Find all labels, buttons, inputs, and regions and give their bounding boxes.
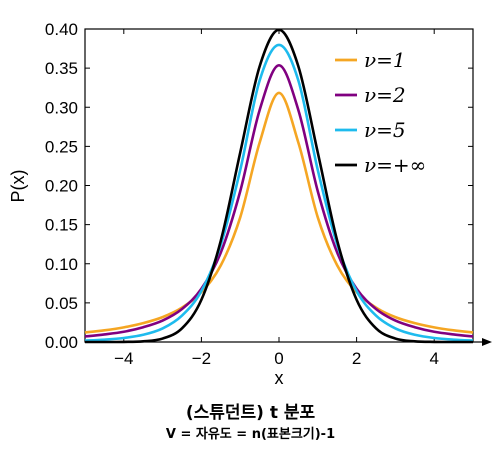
x-tick-label: 0 [274, 349, 283, 368]
y-tick-label: 0.20 [45, 177, 78, 196]
y-tick-label: 0.05 [45, 294, 78, 313]
plot-frame [84, 28, 474, 343]
x-tick-label: 4 [429, 349, 438, 368]
legend: ν=1 ν=2 ν=5 ν=+∞ [335, 48, 426, 177]
y-tick-label: 0.10 [45, 255, 78, 274]
x-axis-arrowhead [482, 338, 492, 346]
y-tick-label: 0.40 [45, 20, 78, 39]
series-line-4 [84, 28, 474, 344]
y-tick-label: 0.30 [45, 98, 78, 117]
x-axis-label: x [275, 368, 284, 388]
y-tick-label: 0.15 [45, 216, 78, 235]
chart-title: (스튜던트) t 분포 [185, 403, 316, 423]
series-line-1 [84, 91, 474, 334]
legend-label: ν=5 [364, 118, 406, 142]
legend-label: ν=2 [364, 83, 406, 107]
plot-area [84, 28, 474, 344]
y-axis-label: P(x) [8, 170, 28, 203]
x-tick-label: −2 [192, 349, 211, 368]
legend-label: ν=+∞ [364, 153, 426, 177]
x-tick-label: 2 [352, 349, 361, 368]
series-line-2 [84, 64, 474, 338]
y-tick-label: 0.25 [45, 137, 78, 156]
legend-label: ν=1 [364, 48, 406, 72]
series-line-3 [84, 43, 474, 342]
chart-subtitle: V = 자유도 = n(표본크기)-1 [165, 427, 336, 442]
y-tick-label: 0.00 [45, 333, 78, 352]
y-tick-label: 0.35 [45, 59, 78, 78]
x-tick-label: −4 [114, 349, 133, 368]
